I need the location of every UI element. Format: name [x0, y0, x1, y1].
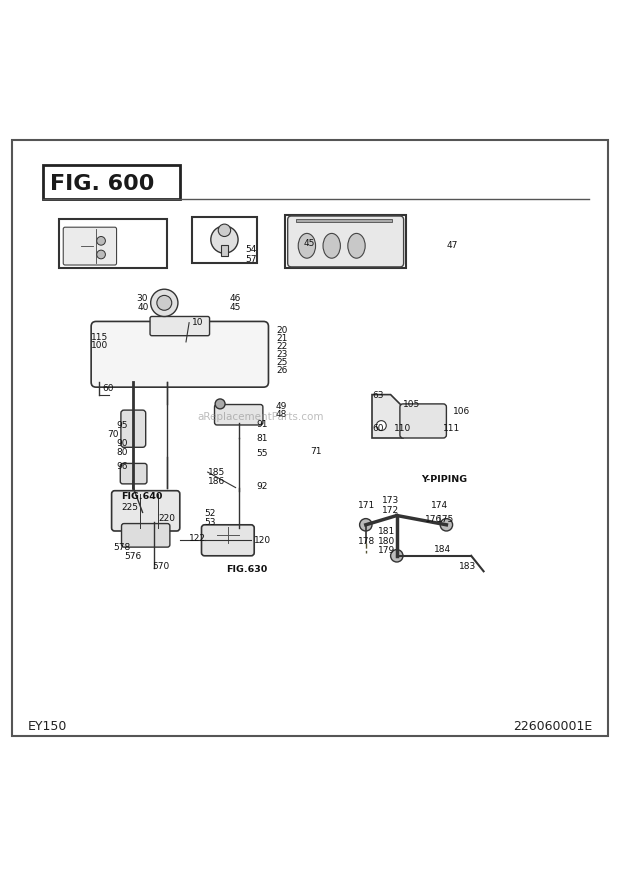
Text: 226060001E: 226060001E: [513, 720, 592, 732]
Text: 178: 178: [358, 536, 376, 545]
Text: 96: 96: [117, 462, 128, 471]
Text: 63: 63: [372, 390, 384, 400]
Text: FIG.640: FIG.640: [121, 492, 162, 501]
Text: 54: 54: [245, 245, 256, 254]
Circle shape: [151, 290, 178, 317]
Text: 111: 111: [443, 424, 461, 432]
FancyBboxPatch shape: [150, 317, 210, 336]
Text: 92: 92: [256, 481, 267, 490]
Bar: [221, 246, 228, 257]
Text: 172: 172: [382, 505, 399, 514]
Text: 173: 173: [382, 496, 399, 505]
Text: 91: 91: [256, 419, 268, 428]
Circle shape: [97, 251, 105, 260]
Ellipse shape: [298, 234, 316, 259]
Circle shape: [97, 238, 105, 246]
Text: 225: 225: [121, 503, 138, 511]
Ellipse shape: [323, 234, 340, 259]
FancyBboxPatch shape: [288, 217, 404, 267]
Bar: [43, 166, 180, 200]
Circle shape: [218, 225, 231, 238]
Text: 179: 179: [378, 545, 396, 554]
Text: 26: 26: [276, 366, 287, 374]
Text: 186: 186: [208, 476, 225, 485]
Text: 57: 57: [245, 254, 257, 263]
FancyBboxPatch shape: [121, 410, 146, 448]
Circle shape: [360, 519, 372, 531]
Text: 578: 578: [113, 542, 131, 552]
Text: 23: 23: [276, 350, 287, 359]
Circle shape: [391, 550, 403, 562]
Text: 55: 55: [256, 449, 268, 458]
Text: 48: 48: [276, 410, 287, 418]
Text: 110: 110: [394, 424, 411, 432]
Text: 171: 171: [358, 501, 376, 510]
Text: 70: 70: [107, 430, 119, 438]
Text: EY150: EY150: [28, 720, 68, 732]
Bar: [296, 219, 392, 223]
Bar: [192, 217, 257, 264]
Text: 122: 122: [189, 533, 206, 542]
Text: 60: 60: [372, 424, 384, 432]
Text: aReplacementParts.com: aReplacementParts.com: [197, 412, 324, 422]
Text: 576: 576: [124, 551, 141, 560]
Text: 570: 570: [152, 561, 169, 570]
Text: 22: 22: [276, 342, 287, 351]
Text: 46: 46: [229, 294, 241, 303]
Bar: [59, 220, 167, 268]
Circle shape: [376, 421, 386, 431]
FancyBboxPatch shape: [202, 525, 254, 556]
Text: 176: 176: [425, 515, 442, 524]
Text: 30: 30: [136, 294, 148, 303]
Text: 180: 180: [378, 536, 396, 545]
Text: 20: 20: [276, 325, 287, 335]
Text: 21: 21: [276, 333, 287, 343]
Text: 183: 183: [459, 561, 476, 570]
FancyBboxPatch shape: [112, 491, 180, 531]
Ellipse shape: [348, 234, 365, 259]
FancyBboxPatch shape: [63, 228, 117, 266]
Text: 40: 40: [138, 303, 149, 311]
Text: 53: 53: [205, 517, 216, 526]
Circle shape: [157, 296, 172, 311]
Text: 106: 106: [453, 407, 470, 416]
FancyBboxPatch shape: [400, 404, 446, 438]
Text: 220: 220: [158, 513, 175, 523]
Text: 71: 71: [310, 446, 322, 455]
FancyBboxPatch shape: [122, 524, 170, 547]
FancyBboxPatch shape: [215, 405, 263, 425]
Text: 45: 45: [304, 239, 315, 248]
Text: 60: 60: [102, 384, 114, 393]
Text: 174: 174: [431, 501, 448, 510]
FancyBboxPatch shape: [91, 322, 268, 388]
Text: 45: 45: [229, 303, 241, 311]
Text: Y-PIPING: Y-PIPING: [422, 474, 467, 483]
Text: 81: 81: [256, 434, 268, 443]
Bar: [285, 216, 406, 268]
Text: FIG.630: FIG.630: [226, 565, 268, 574]
Text: 181: 181: [378, 527, 396, 536]
Circle shape: [440, 519, 453, 531]
Polygon shape: [372, 396, 403, 438]
Text: 100: 100: [91, 340, 108, 349]
Text: 184: 184: [434, 545, 451, 553]
Text: 185: 185: [208, 467, 225, 476]
Text: 105: 105: [403, 399, 420, 409]
Text: 95: 95: [117, 420, 128, 430]
Text: 25: 25: [276, 358, 287, 367]
Circle shape: [215, 400, 225, 410]
Text: FIG. 600: FIG. 600: [50, 174, 154, 193]
Text: 90: 90: [117, 438, 128, 447]
FancyBboxPatch shape: [120, 464, 147, 484]
Text: 47: 47: [446, 241, 458, 250]
Text: 175: 175: [437, 515, 454, 524]
Text: 10: 10: [192, 317, 204, 326]
Text: 49: 49: [276, 401, 287, 410]
Text: 120: 120: [254, 536, 272, 545]
Text: 80: 80: [117, 447, 128, 456]
Circle shape: [211, 226, 238, 254]
Text: 52: 52: [205, 509, 216, 517]
Text: 115: 115: [91, 332, 108, 341]
